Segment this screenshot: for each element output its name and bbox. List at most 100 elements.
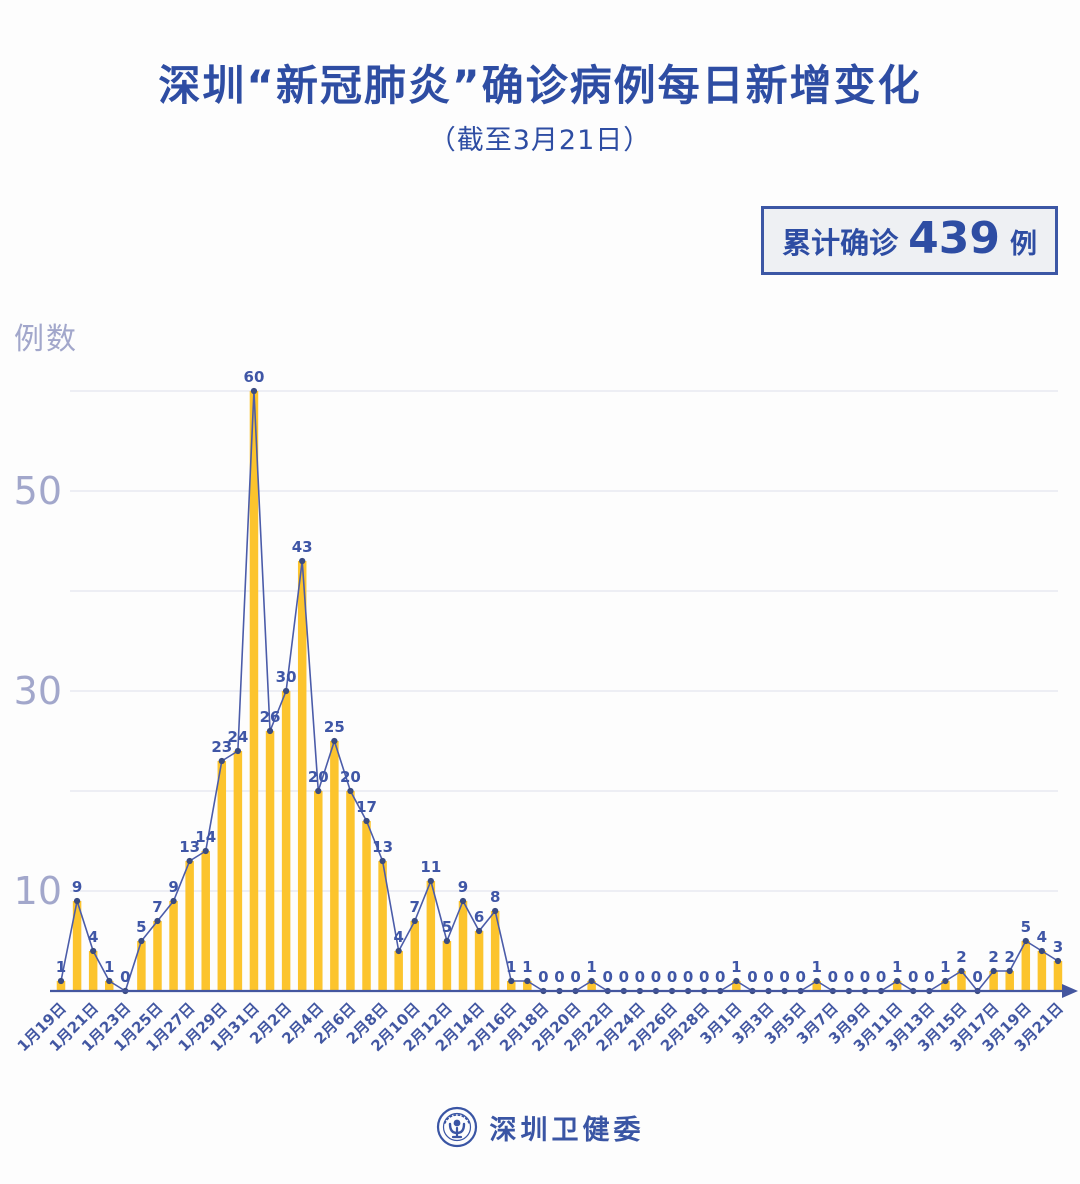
value-label: 43 <box>292 538 313 556</box>
cumulative-total-badge: 累计确诊 439 例 <box>761 206 1058 275</box>
data-point <box>218 757 225 765</box>
data-point <box>475 927 483 935</box>
badge-value: 439 <box>908 213 1000 264</box>
value-label: 5 <box>442 918 452 936</box>
value-label: 0 <box>554 968 564 986</box>
value-label: 0 <box>795 968 805 986</box>
bar <box>330 741 339 991</box>
bar <box>88 951 98 991</box>
bar <box>185 861 194 991</box>
value-label: 9 <box>458 878 468 896</box>
data-point <box>331 737 338 745</box>
data-point <box>459 897 467 905</box>
bar <box>346 791 355 991</box>
bar <box>297 561 307 991</box>
bar <box>941 981 950 991</box>
data-point <box>1022 937 1029 945</box>
value-label: 0 <box>603 968 613 986</box>
bar <box>892 981 902 991</box>
value-label: 5 <box>1021 918 1031 936</box>
value-label: 0 <box>763 968 773 986</box>
value-label: 14 <box>195 828 216 846</box>
data-point <box>1006 967 1013 975</box>
data-point <box>283 687 290 695</box>
value-label: 0 <box>667 968 677 986</box>
bar <box>957 971 966 991</box>
value-label: 17 <box>356 798 377 816</box>
data-point <box>1038 947 1045 955</box>
bar <box>378 861 387 991</box>
badge-label: 累计确诊 <box>782 226 899 260</box>
value-label: 11 <box>420 858 441 876</box>
value-label: 20 <box>308 768 329 786</box>
bar <box>104 981 114 991</box>
data-point <box>363 817 370 825</box>
bar <box>587 981 596 991</box>
daily-new-cases-chart: 1030501941057913142324602630432025201713… <box>14 368 1078 1055</box>
data-point <box>299 557 306 565</box>
value-label: 4 <box>1037 928 1047 946</box>
value-label: 0 <box>699 968 709 986</box>
value-label: 30 <box>276 668 297 686</box>
value-labels-group: 1941057913142324602630432025201713471159… <box>56 368 1063 986</box>
value-label: 60 <box>244 368 265 386</box>
value-label: 1 <box>506 958 516 976</box>
data-point <box>186 857 193 865</box>
bar <box>474 931 484 991</box>
y-tick-labels-group: 10 30 50 <box>14 469 62 913</box>
data-point <box>347 787 354 795</box>
value-label: 0 <box>828 968 838 986</box>
data-point <box>90 947 97 955</box>
bar <box>812 981 822 991</box>
value-label: 9 <box>168 878 178 896</box>
value-label: 1 <box>940 958 950 976</box>
value-label: 0 <box>570 968 580 986</box>
data-point <box>202 847 209 855</box>
data-point <box>411 917 418 925</box>
data-point <box>524 977 531 985</box>
bar <box>506 981 516 991</box>
axis-arrow-icon <box>1062 984 1078 998</box>
data-point <box>395 947 402 955</box>
bar <box>72 901 82 991</box>
value-label: 0 <box>908 968 918 986</box>
data-point <box>57 977 65 985</box>
data-point <box>990 967 997 975</box>
value-label: 7 <box>410 898 420 916</box>
page-title: 深圳“新冠肺炎”确诊病例每日新增变化 <box>158 61 922 110</box>
value-label: 0 <box>972 968 982 986</box>
bar <box>394 951 403 991</box>
data-point <box>138 937 145 945</box>
value-label: 26 <box>260 708 281 726</box>
value-label: 1 <box>731 958 741 976</box>
bar <box>281 691 291 991</box>
bar <box>249 391 259 991</box>
value-label: 2 <box>988 948 998 966</box>
value-label: 0 <box>844 968 854 986</box>
value-label: 0 <box>876 968 886 986</box>
value-label: 0 <box>619 968 629 986</box>
value-label: 20 <box>340 768 361 786</box>
value-label: 13 <box>372 838 393 856</box>
value-label: 1 <box>892 958 902 976</box>
value-label: 0 <box>120 968 130 986</box>
bar <box>410 921 420 991</box>
y-tick-label: 10 <box>14 869 62 913</box>
bar <box>426 881 436 991</box>
data-point <box>154 917 161 925</box>
data-point <box>492 907 499 915</box>
data-point <box>813 977 820 985</box>
value-label: 25 <box>324 718 345 736</box>
data-point <box>315 787 322 795</box>
bar <box>314 791 323 991</box>
value-label: 24 <box>227 728 248 746</box>
bars-group <box>56 391 1063 991</box>
value-label: 0 <box>715 968 725 986</box>
data-point <box>942 977 949 985</box>
bar <box>362 821 371 991</box>
bar <box>490 911 500 991</box>
y-axis-title: 例数 <box>14 322 78 357</box>
data-point <box>266 727 274 735</box>
value-label: 1 <box>104 958 114 976</box>
